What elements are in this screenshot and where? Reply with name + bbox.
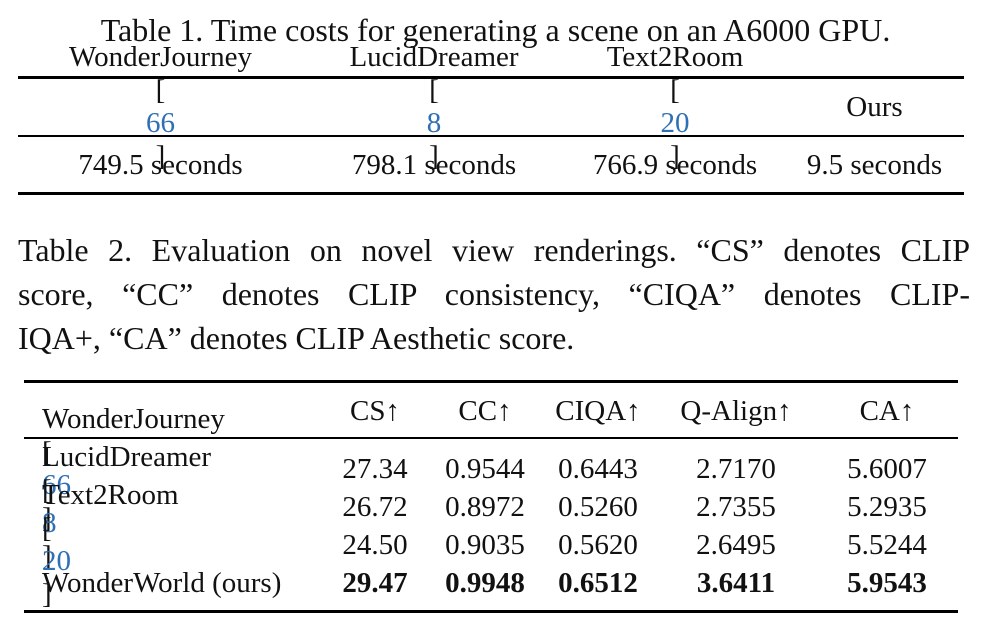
table1-header-cell: Text2Room [20] (565, 41, 785, 173)
table1-header-cell: WonderJourney [66] (18, 41, 303, 173)
table1-header-cell: Ours (846, 90, 903, 123)
table2-column-header: CC↑ (458, 394, 512, 427)
table2-value-cell: 27.34 (342, 452, 408, 485)
table2-header-row: CS↑ CC↑ CIQA↑ Q-Align↑ CA↑ (24, 392, 958, 430)
table2-value-cell: 0.9544 (445, 452, 525, 485)
table2-column-header: CIQA↑ (555, 394, 641, 427)
citation-link[interactable]: 8 (426, 107, 442, 139)
citation-link[interactable]: 20 (660, 107, 690, 139)
table1-caption: Table 1. Time costs for generating a sce… (100, 12, 891, 48)
table2-caption-line: score, “CC” denotes CLIP consistency, “C… (18, 276, 970, 312)
table2-top-rule (24, 380, 958, 383)
table1-mid-rule (18, 135, 964, 137)
table2-caption-line: Table 2. Evaluation on novel view render… (18, 232, 970, 268)
table1-value-row: 749.5 seconds 798.1 seconds 766.9 second… (18, 145, 964, 185)
table2-value-cell: 0.8972 (445, 490, 525, 523)
table2-mid-rule (24, 437, 958, 439)
table1-value-cell: 9.5 seconds (806, 148, 943, 181)
table2-value-cell-best: 3.6411 (696, 566, 776, 599)
table2-value-cell: 26.72 (342, 490, 408, 523)
table2-column-header: CS↑ (350, 394, 400, 427)
table2-value-cell: 2.6495 (696, 528, 776, 561)
table2-method-cell: WonderJourney [66] (24, 403, 320, 535)
table2-value-cell-best: 0.9948 (445, 566, 525, 599)
citation-link[interactable]: 8 (42, 507, 57, 539)
method-name: LucidDreamer (42, 441, 212, 473)
method-name: WonderJourney (42, 403, 225, 435)
table-row: Text2Room [20] 24.50 0.9035 0.5620 2.649… (24, 479, 958, 610)
table2-method-cell: Text2Room [20] (24, 479, 320, 611)
table-row: WonderJourney [66] 27.34 0.9544 0.6443 2… (24, 403, 958, 534)
table2-value-cell: 2.7355 (696, 490, 776, 523)
citation-link[interactable]: 66 (146, 107, 175, 139)
table1-bottom-rule (18, 192, 964, 195)
table2-value-cell: 24.50 (342, 528, 408, 561)
table2-value-cell: 0.5620 (558, 528, 638, 561)
table2-column-header: CA↑ (859, 394, 915, 427)
table2-value-cell: 0.5260 (558, 490, 638, 523)
table2-caption-line: IQA+, “CA” denotes CLIP Aesthetic score. (18, 320, 575, 356)
method-name: Text2Room (606, 41, 744, 73)
table1-header-row: WonderJourney [66] LucidDreamer [8] Text… (18, 41, 964, 172)
table1-value-cell: 766.9 seconds (592, 148, 758, 181)
table2-value-cell-best: 0.6512 (558, 566, 638, 599)
method-name: LucidDreamer (349, 41, 519, 73)
table2-bottom-rule (24, 610, 958, 613)
table2-value-cell-best: 5.9543 (847, 566, 927, 599)
table2-value-cell: 5.5244 (847, 528, 927, 561)
citation-link[interactable]: 20 (42, 545, 71, 577)
table1-value-cell: 798.1 seconds (351, 148, 517, 181)
table1-value-cell: 749.5 seconds (78, 148, 243, 181)
table2-value-cell: 0.9035 (445, 528, 525, 561)
table2-value-cell: 5.6007 (847, 452, 927, 485)
table2-caption: Table 2. Evaluation on novel view render… (18, 228, 970, 360)
table2-value-cell: 5.2935 (847, 490, 927, 523)
table2-method-cell: WonderWorld (ours) (42, 566, 282, 599)
table1-top-rule (18, 76, 964, 79)
table1-header-cell: LucidDreamer [8] (303, 41, 565, 173)
table2-value-cell: 0.6443 (558, 452, 638, 485)
table2-column-header: Q-Align↑ (680, 394, 792, 427)
table2-value-cell-best: 29.47 (342, 566, 408, 599)
method-name: Text2Room (42, 479, 179, 511)
method-name: WonderJourney (69, 41, 252, 73)
table2-value-cell: 2.7170 (696, 452, 776, 485)
table-row-ours: WonderWorld (ours) 29.47 0.9948 0.6512 3… (24, 564, 958, 602)
table-row: LucidDreamer [8] 26.72 0.8972 0.5260 2.7… (24, 441, 958, 572)
table2-method-cell: LucidDreamer [8] (24, 441, 320, 573)
citation-link[interactable]: 66 (42, 469, 71, 501)
